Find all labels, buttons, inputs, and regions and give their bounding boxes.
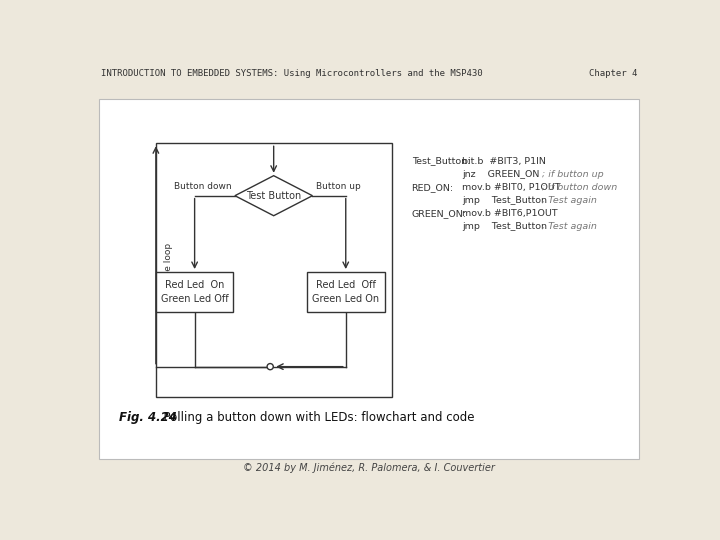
Bar xyxy=(99,99,639,459)
Text: mov.b #BIT0, P1OUT: mov.b #BIT0, P1OUT xyxy=(462,183,561,192)
Text: GREEN_ON:: GREEN_ON: xyxy=(412,209,467,218)
Text: Button down: Button down xyxy=(174,182,232,191)
Text: ; if button up: ; if button up xyxy=(542,170,603,179)
Text: Red Led  On: Red Led On xyxy=(165,280,225,290)
Text: Chapter 4: Chapter 4 xyxy=(589,70,637,78)
Text: mov.b #BIT6,P1OUT: mov.b #BIT6,P1OUT xyxy=(462,209,557,218)
Text: Test_Button:: Test_Button: xyxy=(412,157,470,166)
Text: Polling a button down with LEDs: flowchart and code: Polling a button down with LEDs: flowcha… xyxy=(156,411,474,424)
Text: Red Led  Off: Red Led Off xyxy=(316,280,376,290)
Text: Test Button: Test Button xyxy=(246,191,301,201)
Polygon shape xyxy=(235,176,312,215)
Text: ; Test again: ; Test again xyxy=(542,196,597,205)
Text: INTRODUCTION TO EMBEDDED SYSTEMS: Using Microcontrollers and the MSP430: INTRODUCTION TO EMBEDDED SYSTEMS: Using … xyxy=(101,70,482,78)
Text: RED_ON:: RED_ON: xyxy=(412,183,454,192)
Text: Green Led On: Green Led On xyxy=(312,294,379,304)
Bar xyxy=(156,272,233,312)
Text: jnz    GREEN_ON: jnz GREEN_ON xyxy=(462,170,539,179)
Text: Fig. 4.24: Fig. 4.24 xyxy=(120,411,177,424)
Text: jmp    Test_Button: jmp Test_Button xyxy=(462,196,547,205)
Text: Green Led Off: Green Led Off xyxy=(161,294,228,304)
Text: ; if button down: ; if button down xyxy=(542,183,617,192)
Text: Button up: Button up xyxy=(315,182,360,191)
Text: ; Test again: ; Test again xyxy=(542,222,597,231)
Text: jmp    Test_Button: jmp Test_Button xyxy=(462,222,547,231)
Text: © 2014 by M. Jiménez, R. Palomera, & I. Couvertier: © 2014 by M. Jiménez, R. Palomera, & I. … xyxy=(243,462,495,473)
Bar xyxy=(156,143,392,397)
Text: bit.b  #BIT3, P1IN: bit.b #BIT3, P1IN xyxy=(462,157,546,166)
Bar xyxy=(307,272,384,312)
Text: Infinite loop: Infinite loop xyxy=(163,244,173,298)
Circle shape xyxy=(267,363,274,370)
